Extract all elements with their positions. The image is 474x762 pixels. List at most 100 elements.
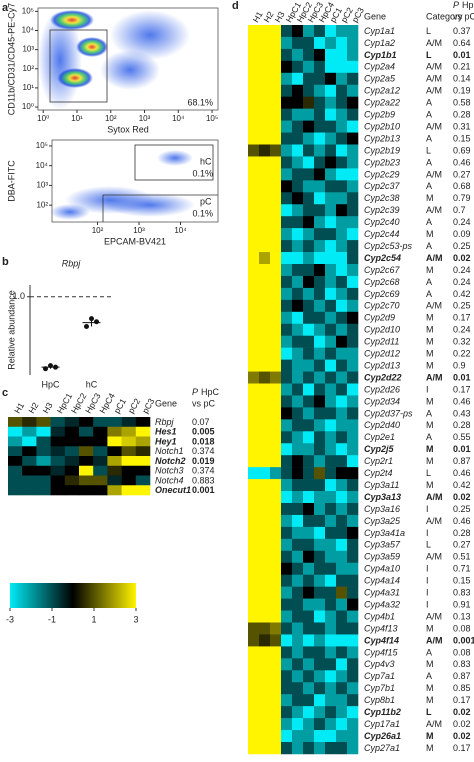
- heatmap-cell: [325, 455, 337, 468]
- heatmap-cell: [314, 742, 326, 755]
- heatmap-cell: [64, 485, 80, 496]
- heatmap-cell: [325, 419, 337, 432]
- heatmap-cell: [248, 144, 260, 157]
- heatmap-cell: [303, 180, 315, 193]
- heatmap-cell: [325, 658, 337, 671]
- gene-name: Cyp2a4: [364, 62, 395, 72]
- heatmap-cell: [281, 168, 293, 181]
- heatmap-cell: [121, 465, 137, 476]
- heatmap-cell: [314, 467, 326, 480]
- gene-name: Cyp2t4: [364, 468, 393, 478]
- heatmap-cell: [281, 514, 293, 528]
- x-tick-label: 10¹: [71, 114, 83, 123]
- heatmap-cell: [303, 550, 315, 564]
- heatmap-cell: [259, 299, 271, 313]
- colorbar-tick-label: -1: [48, 614, 56, 624]
- heatmap-cell: [270, 275, 282, 289]
- heatmap-cell: [325, 503, 337, 516]
- heatmap-cell: [336, 694, 348, 707]
- heatmap-cell: [248, 287, 260, 301]
- heatmap-cell: [303, 526, 315, 540]
- heatmap-cell: [107, 465, 122, 476]
- heatmap-cell: [314, 264, 326, 277]
- p-value: 0.28: [453, 420, 471, 430]
- heatmap-cell: [281, 670, 293, 683]
- category: A/M: [426, 86, 442, 96]
- heatmap-cell: [336, 323, 348, 336]
- heatmap-cell: [314, 491, 326, 504]
- p-value: 0.019: [192, 456, 215, 466]
- heatmap-cell: [281, 526, 293, 540]
- p-value: 0.374: [192, 466, 215, 476]
- heatmap-cell: [314, 730, 326, 743]
- heatmap-cell: [259, 36, 271, 50]
- heatmap-cell: [347, 431, 359, 444]
- colorbar-tick-label: 1: [91, 614, 96, 624]
- heatmap-cell: [270, 335, 282, 348]
- heatmap-cell: [281, 84, 293, 97]
- heatmap-cell: [121, 417, 137, 428]
- heatmap-cell: [248, 670, 260, 683]
- heatmap-cell: [314, 60, 326, 74]
- heatmap-cell: [325, 646, 337, 659]
- heatmap-cell: [325, 48, 337, 62]
- heatmap-cell: [347, 347, 359, 360]
- gene-name: Cyp2b9: [364, 110, 395, 120]
- heatmap-cell: [93, 417, 108, 428]
- heatmap-cell: [325, 252, 337, 265]
- heatmap-cell: [259, 120, 271, 133]
- heatmap-cell: [347, 120, 359, 133]
- gene-name: Cyp2d10: [364, 325, 400, 335]
- heatmap-cell: [22, 456, 37, 467]
- heatmap-cell: [303, 538, 315, 552]
- heatmap-cell: [259, 646, 271, 659]
- heatmap-cell: [50, 465, 66, 476]
- heatmap-cell: [336, 359, 348, 372]
- heatmap-cell: [325, 694, 337, 707]
- column-label: H2: [26, 400, 40, 415]
- y-axis-label: CD11b/CD31/CD45-PE-Cy7: [6, 3, 16, 115]
- gene-header: Gene: [364, 11, 386, 21]
- column-label: H3: [273, 9, 287, 24]
- heatmap-cell: [325, 228, 337, 241]
- heatmap-cell: [22, 485, 37, 496]
- heatmap-cell: [36, 456, 51, 467]
- heatmap-cell: [303, 144, 315, 157]
- heatmap-cell: [22, 475, 37, 486]
- heatmap-cell: [270, 730, 282, 743]
- heatmap-cell: [281, 240, 293, 253]
- gene-name: Cyp2d37-ps: [364, 408, 413, 418]
- heatmap-cell: [259, 287, 271, 301]
- panel-label: a: [2, 2, 9, 14]
- heatmap-cell: [314, 598, 326, 611]
- heatmap-cell: [259, 72, 271, 86]
- heatmap-cell: [314, 538, 326, 552]
- heatmap-cell: [248, 36, 260, 50]
- heatmap-cell: [347, 407, 359, 420]
- heatmap-cell: [281, 180, 293, 193]
- gate-percent: 0.1%: [192, 168, 213, 178]
- heatmap-cell: [259, 192, 271, 205]
- heatmap-cell: [292, 84, 304, 97]
- heatmap-cell: [303, 275, 315, 289]
- heatmap-cell: [325, 730, 337, 743]
- heatmap-cell: [270, 192, 282, 205]
- heatmap-cell: [325, 395, 337, 408]
- heatmap-cell: [281, 443, 293, 456]
- heatmap-cell: [325, 108, 337, 121]
- heatmap-cell: [281, 287, 293, 301]
- heatmap-cell: [281, 108, 293, 121]
- heatmap-cell: [303, 574, 315, 587]
- heatmap-cell: [292, 252, 304, 265]
- heatmap-cell: [292, 323, 304, 336]
- gene-name: Cyp1a1: [364, 26, 395, 36]
- heatmap-cell: [8, 436, 23, 447]
- heatmap-cell: [248, 120, 260, 133]
- heatmap-cell: [281, 204, 293, 217]
- heatmap-cell: [281, 48, 293, 62]
- p-value: 0.08: [453, 647, 471, 657]
- heatmap-cell: [270, 658, 282, 671]
- heatmap-cell: [270, 646, 282, 659]
- heatmap-cell: [270, 467, 282, 480]
- heatmap-cell: [347, 216, 359, 229]
